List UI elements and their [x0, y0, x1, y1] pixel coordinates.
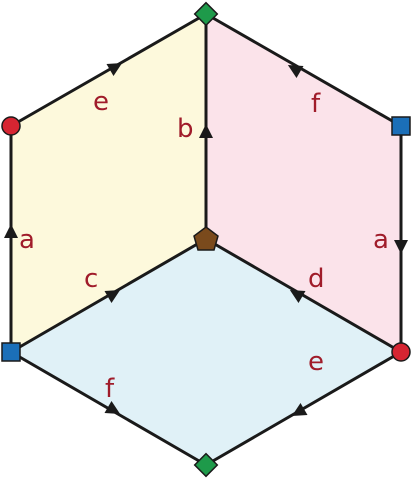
vertex-center-pentagon [193, 226, 219, 251]
label-top-left: e [93, 87, 109, 117]
arrow-bottom-left [104, 400, 121, 414]
label-right-side: a [373, 225, 389, 255]
edge-top-left [9, 12, 208, 128]
label-center-up: b [177, 114, 194, 144]
arrow-top-left [106, 63, 123, 77]
edge-top-right [204, 12, 403, 128]
arrow-center-left [104, 290, 121, 304]
edge-labels: e f b a a c d f e [19, 87, 389, 404]
arrow-top-right [287, 65, 304, 79]
vertex-top-diamond [193, 1, 219, 27]
vertex-bottom-diamond [193, 452, 219, 478]
label-left-side: a [19, 225, 35, 255]
label-center-right: d [308, 264, 325, 294]
arrowheads [4, 63, 408, 416]
arrow-center-up [199, 124, 213, 138]
vertex-right-square [391, 116, 411, 136]
label-bottom-right: e [308, 347, 324, 377]
arrow-left [4, 224, 18, 238]
label-center-left: c [84, 264, 98, 294]
arrow-center-right [289, 290, 306, 304]
label-bottom-left: f [105, 374, 115, 404]
vertex-left-square [1, 342, 21, 362]
vertex-right-circle [391, 342, 411, 362]
edge-center-right [204, 237, 403, 354]
label-top-right: f [311, 89, 321, 119]
arrow-right [394, 240, 408, 254]
arrow-bottom-right [291, 402, 308, 416]
vertex-left-circle [1, 116, 21, 136]
